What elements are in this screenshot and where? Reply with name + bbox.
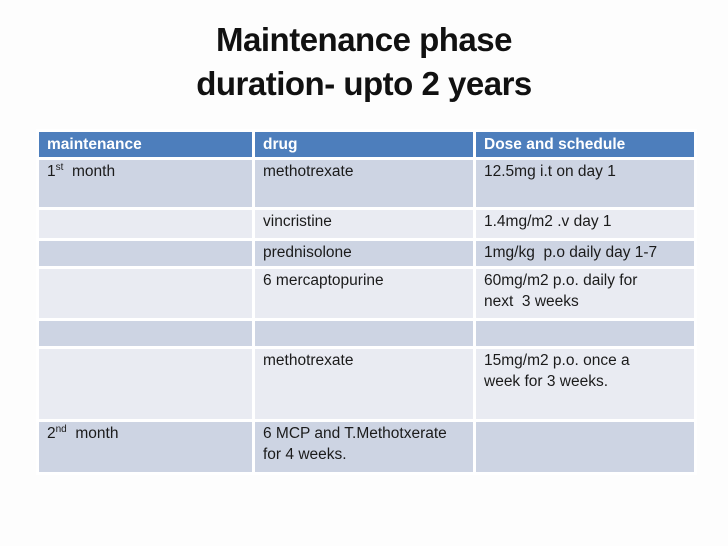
slide-title-line1: Maintenance phase [216, 21, 512, 58]
cell-dose: 1mg/kg p.o daily day 1-7 [473, 238, 697, 269]
cell-drug: methotrexate [252, 157, 476, 210]
cell-dose: 15mg/m2 p.o. once a week for 3 weeks. [473, 346, 697, 422]
cell-drug [252, 318, 476, 349]
cell-month [36, 346, 255, 422]
slide-title-line2: duration- upto 2 years [196, 65, 532, 102]
cell-dose: 1.4mg/m2 .v day 1 [473, 207, 697, 241]
table-row-4: 6 mercaptopurine 60mg/m2 p.o. daily for … [36, 266, 697, 321]
cell-drug: vincristine [252, 207, 476, 241]
month-ordinal-suffix: st [55, 161, 64, 173]
month-number: 2 [47, 425, 56, 442]
cell-drug: methotrexate [252, 346, 476, 422]
month-label: month [63, 163, 116, 180]
table-row-1: 1st month methotrexate 12.5mg i.t on day… [36, 157, 697, 210]
table-row-7: 2nd month 6 MCP and T.Methotxerate for 4… [36, 419, 697, 475]
month-label: month [66, 425, 119, 442]
maintenance-table: maintenance drug Dose and schedule 1st m… [36, 129, 697, 475]
cell-month: 2nd month [36, 419, 255, 475]
col-header-dose-and-schedule: Dose and schedule [473, 129, 697, 160]
cell-month [36, 238, 255, 269]
table-header-row: maintenance drug Dose and schedule [36, 129, 697, 160]
cell-dose [473, 419, 697, 475]
month-ordinal-suffix: nd [55, 423, 67, 435]
col-header-drug: drug [252, 129, 476, 160]
cell-drug: 6 MCP and T.Methotxerate for 4 weeks. [252, 419, 476, 475]
cell-month [36, 318, 255, 349]
cell-month [36, 266, 255, 321]
slide-title: Maintenance phase duration- upto 2 years [0, 18, 728, 106]
cell-month: 1st month [36, 157, 255, 210]
cell-dose: 60mg/m2 p.o. daily for next 3 weeks [473, 266, 697, 321]
cell-dose [473, 318, 697, 349]
cell-drug: prednisolone [252, 238, 476, 269]
cell-drug: 6 mercaptopurine [252, 266, 476, 321]
table-row-5 [36, 318, 697, 349]
table-row-2: vincristine 1.4mg/m2 .v day 1 [36, 207, 697, 241]
month-number: 1 [47, 163, 56, 180]
table-row-3: prednisolone 1mg/kg p.o daily day 1-7 [36, 238, 697, 269]
cell-dose: 12.5mg i.t on day 1 [473, 157, 697, 210]
table-row-6: methotrexate 15mg/m2 p.o. once a week fo… [36, 346, 697, 422]
cell-month [36, 207, 255, 241]
col-header-maintenance: maintenance [36, 129, 255, 160]
